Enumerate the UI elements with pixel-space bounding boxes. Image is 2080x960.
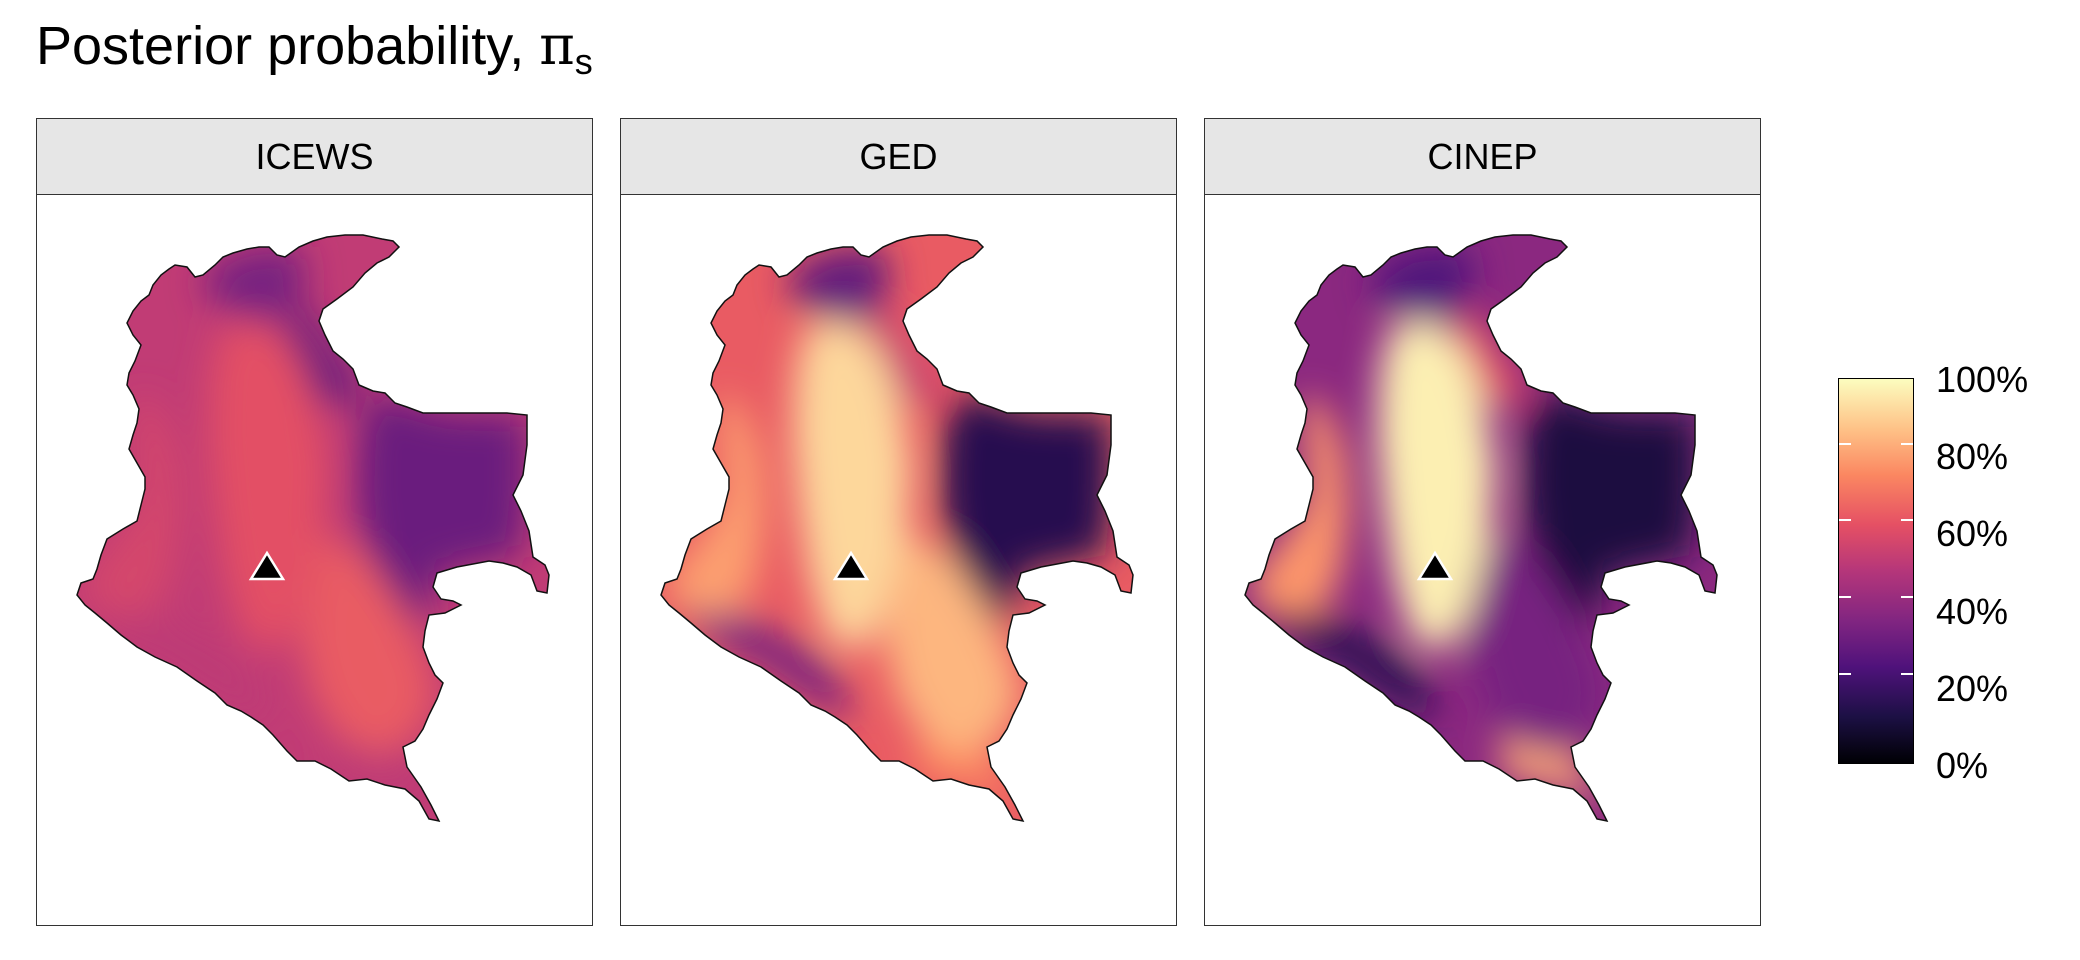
region-amazon-tail <box>1499 735 1607 821</box>
colorbar-tick <box>1839 673 1851 675</box>
region-east-plains <box>1525 391 1695 625</box>
region-east-plains <box>941 391 1111 625</box>
region-east-plains <box>357 391 527 625</box>
facet-panel-icews: ICEWS <box>36 118 593 926</box>
country-border <box>76 234 550 823</box>
choropleth-map-cinep <box>1244 234 1718 823</box>
colorbar-label-0: 0% <box>1936 745 1989 786</box>
region-south-center <box>299 535 437 755</box>
region-north-hills <box>787 247 891 325</box>
colorbar-tick <box>1839 443 1851 445</box>
facet-strip-icews: ICEWS <box>37 119 592 195</box>
region-southwest <box>679 613 857 717</box>
region-south-center <box>1467 535 1605 755</box>
region-north-hills <box>203 247 307 325</box>
colorbar-tick <box>1901 596 1913 598</box>
region-amazon-tail <box>331 735 439 821</box>
colorbar-tick <box>1901 673 1913 675</box>
region-southwest <box>95 613 273 717</box>
colorbar-label-100: 100% <box>1936 359 2029 400</box>
facet-strip-ged: GED <box>621 119 1176 195</box>
region-southwest <box>1263 613 1441 717</box>
title-pi-symbol: π <box>539 14 575 77</box>
region-amazon-tail <box>915 735 1023 821</box>
region-center <box>1377 320 1495 655</box>
capital-marker-triangle-icon <box>1416 550 1454 581</box>
country-border <box>660 234 1134 823</box>
colorbar <box>1838 378 1914 764</box>
capital-marker-triangle-icon <box>248 550 286 581</box>
facet-label-cinep: CINEP <box>1427 135 1538 177</box>
facet-panel-cinep: CINEP <box>1204 118 1761 926</box>
title-text: Posterior probability, <box>36 16 540 76</box>
colorbar-tick <box>1901 519 1913 521</box>
region-south-center <box>883 535 1021 755</box>
region-north-hills <box>1371 247 1475 325</box>
region-center <box>793 320 911 655</box>
choropleth-map-ged <box>660 234 1134 823</box>
colorbar-label-60: 60% <box>1936 513 2009 554</box>
colorbar-label-80: 80% <box>1936 436 2009 477</box>
colorbar-tick <box>1839 596 1851 598</box>
facet-strip-cinep: CINEP <box>1205 119 1760 195</box>
choropleth-map-icews <box>76 234 550 823</box>
colorbar-tick <box>1901 443 1913 445</box>
region-center <box>209 320 327 655</box>
country-border <box>1244 234 1718 823</box>
facet-label-icews: ICEWS <box>255 135 374 177</box>
plot-title: Posterior probability, πs <box>36 14 593 83</box>
facet-label-ged: GED <box>859 135 938 177</box>
title-subscript: s <box>574 41 593 82</box>
colorbar-label-20: 20% <box>1936 668 2009 709</box>
facet-panel-ged: GED <box>620 118 1177 926</box>
colorbar-label-40: 40% <box>1936 591 2009 632</box>
colorbar-tick <box>1839 519 1851 521</box>
capital-marker-triangle-icon <box>832 550 870 581</box>
